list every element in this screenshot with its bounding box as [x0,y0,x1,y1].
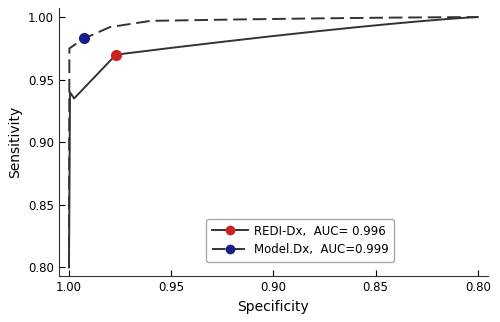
X-axis label: Specificity: Specificity [238,300,309,314]
Legend: REDI-Dx,  AUC= 0.996, Model.Dx,  AUC=0.999: REDI-Dx, AUC= 0.996, Model.Dx, AUC=0.999 [206,219,394,262]
Y-axis label: Sensitivity: Sensitivity [8,106,22,178]
